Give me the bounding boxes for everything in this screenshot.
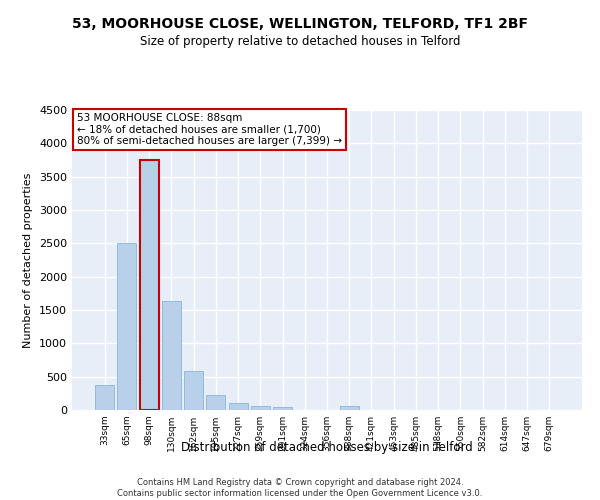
Bar bbox=[162, 300, 181, 410]
Bar bbox=[95, 386, 114, 410]
Bar bbox=[118, 244, 136, 410]
Bar bbox=[340, 406, 359, 410]
Text: Contains HM Land Registry data © Crown copyright and database right 2024.
Contai: Contains HM Land Registry data © Crown c… bbox=[118, 478, 482, 498]
Text: Size of property relative to detached houses in Telford: Size of property relative to detached ho… bbox=[140, 35, 460, 48]
Text: 53 MOORHOUSE CLOSE: 88sqm
← 18% of detached houses are smaller (1,700)
80% of se: 53 MOORHOUSE CLOSE: 88sqm ← 18% of detac… bbox=[77, 113, 342, 146]
Bar bbox=[229, 403, 248, 410]
Bar bbox=[273, 408, 292, 410]
Bar bbox=[140, 160, 158, 410]
Bar bbox=[251, 406, 270, 410]
Bar bbox=[184, 370, 203, 410]
Y-axis label: Number of detached properties: Number of detached properties bbox=[23, 172, 34, 348]
Text: 53, MOORHOUSE CLOSE, WELLINGTON, TELFORD, TF1 2BF: 53, MOORHOUSE CLOSE, WELLINGTON, TELFORD… bbox=[72, 18, 528, 32]
Bar bbox=[206, 395, 225, 410]
Bar bbox=[140, 160, 158, 410]
Text: Distribution of detached houses by size in Telford: Distribution of detached houses by size … bbox=[181, 441, 473, 454]
